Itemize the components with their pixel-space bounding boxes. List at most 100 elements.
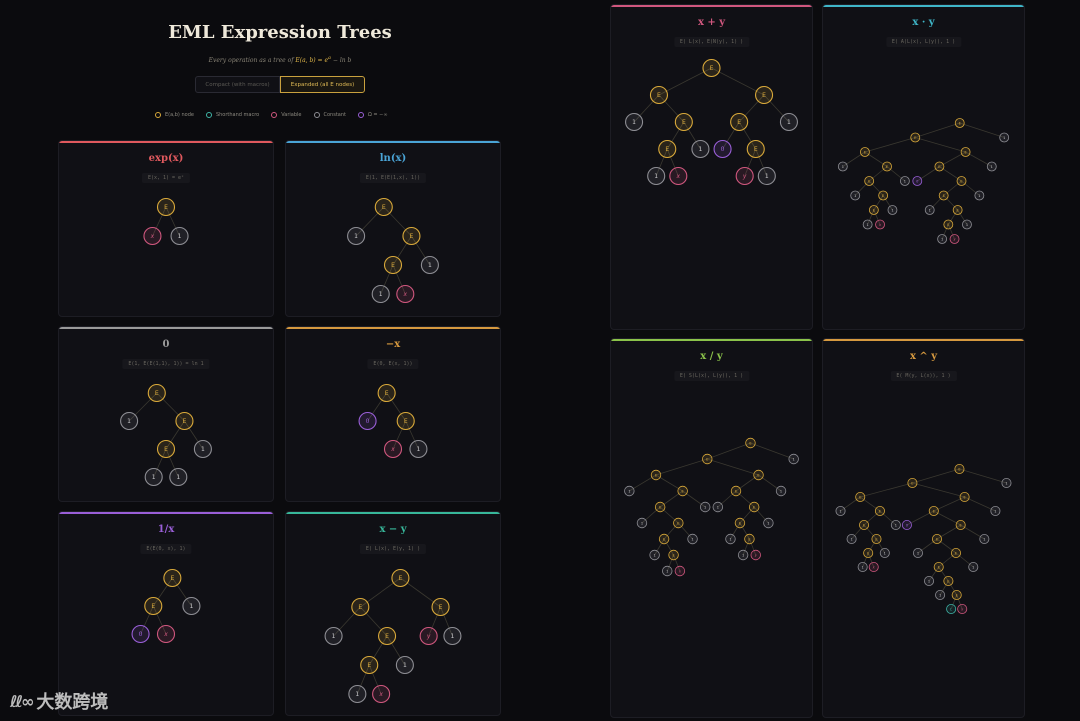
card-pow[interactable]: x ^ y E( M(y, L(x)), 1 ) E E E 1 E E 1 E E 1 x 1 1 E E 0 E…: [822, 338, 1025, 718]
tree-node-circle: [943, 575, 954, 586]
tree-node-circle: [846, 533, 857, 544]
tree-edge: [955, 552, 974, 568]
tree-node-label: 1: [717, 505, 719, 509]
tree-edge: [929, 195, 944, 211]
tree-node-circle: [730, 485, 742, 497]
tree-node-label: E: [867, 551, 869, 555]
legend-item-variable: Variable: [271, 112, 302, 118]
macro-dot-icon: [205, 112, 212, 118]
card-mul[interactable]: x · y E( A(L(x), L(y)), 1 ) E E E 1 E E 1 E E 1 x 1 1 E…: [822, 4, 1025, 330]
tree-edge: [886, 166, 906, 182]
tree-edge: [943, 180, 962, 196]
tree-edge: [128, 392, 158, 422]
tree-node-label: 1: [451, 633, 455, 640]
tree-edge: [165, 448, 179, 478]
tree-node-label: 1: [862, 565, 864, 569]
legend-item-e-node: E(a,b) node: [155, 112, 194, 118]
tree-edge: [868, 180, 884, 196]
tree-edge: [965, 151, 992, 167]
tree-node-circle: [360, 655, 379, 675]
view-toggle: Compact (with macros) Expanded (all E no…: [195, 76, 365, 93]
tree-node-label: E: [737, 119, 741, 126]
tree-node-circle: [431, 597, 450, 617]
tree-edge: [386, 392, 407, 422]
tree-node-circle: [324, 626, 343, 646]
tree-node-circle: [378, 626, 397, 646]
tree-node-circle: [907, 477, 918, 488]
tree-node-label: E: [367, 662, 371, 669]
e-node: E: [147, 383, 166, 403]
constant-node: 1: [986, 161, 997, 172]
tree-edge: [440, 606, 453, 637]
card-ln[interactable]: ln(x) E(1, E(E(1,x), 1)) E 1 E E 1 x 1: [285, 140, 501, 317]
constant-node: 1: [990, 505, 1001, 516]
tree-node-circle: [443, 626, 462, 646]
tree-node-circle: [937, 234, 948, 244]
tree-node-label: 1: [891, 208, 893, 212]
tree-node-circle: [878, 190, 889, 201]
tree-node-circle: [949, 234, 960, 244]
tree-node-label: E: [663, 537, 665, 541]
tree-node-label: E: [875, 537, 877, 541]
constant-node: 1: [779, 112, 798, 132]
tree-node-label: E: [391, 262, 395, 269]
tree-node-circle: [882, 161, 892, 172]
tree-node-circle: [358, 411, 377, 431]
tree-node-label: E: [958, 467, 960, 471]
tree-node-circle: [131, 624, 150, 644]
tree-edge: [666, 121, 685, 150]
tree-node-label: E: [963, 495, 965, 499]
tree-edge: [912, 482, 965, 498]
card-div[interactable]: x / y E( S(L(x), L(y)), 1 ) E E E 1 E E 1 E E 1 E 1 x 1…: [610, 338, 813, 718]
tree-node-label: 1: [666, 569, 668, 573]
tree-edge: [964, 496, 996, 512]
variable-node: x: [396, 284, 415, 304]
tree-node-label: 1: [928, 579, 930, 583]
expression-tree: E 1 E E 1 x 1: [347, 197, 439, 304]
tree-node-circle: [420, 255, 439, 275]
tree-node-circle: [702, 58, 721, 78]
card-title: 1/x: [157, 524, 175, 535]
tree-node-circle: [910, 132, 921, 143]
tree-node-label: x: [676, 173, 681, 180]
tree-node-label: L: [950, 607, 952, 611]
tree-edge: [386, 635, 406, 666]
e-node: E: [175, 411, 194, 431]
tree-node-label: E: [739, 521, 741, 525]
card-accent-bar: [59, 141, 273, 143]
tree-node-label: 0: [916, 179, 918, 183]
variable-node: x: [875, 219, 885, 230]
tree-node-label: 1: [839, 509, 841, 513]
tree-node-label: x: [163, 631, 168, 638]
compact-toggle-button[interactable]: Compact (with macros): [195, 76, 280, 93]
page-subtitle: Every operation as a tree of E(a, b) = e…: [130, 55, 430, 64]
tree-node-circle: [855, 491, 866, 502]
tree-node-circle: [901, 519, 912, 530]
tree-node-label: E: [710, 65, 714, 72]
tree-node-label: y: [742, 173, 747, 180]
variable-node: x: [669, 166, 688, 186]
expanded-toggle-button[interactable]: Expanded (all E nodes): [280, 76, 365, 93]
constant-node: 1: [691, 139, 710, 159]
tree-node-circle: [868, 205, 879, 215]
card-zero[interactable]: 0 E(1, E(E(1,1), 1)) = ln 1 E 1 E E 1 1 1: [58, 326, 274, 502]
tree-node-label: E: [672, 553, 674, 557]
e-node: E: [402, 226, 421, 246]
tree-node-circle: [754, 85, 774, 105]
tree-node-circle: [956, 176, 967, 186]
tree-node-circle: [875, 219, 885, 230]
e-node: E: [391, 568, 410, 588]
e-node: E: [864, 176, 875, 186]
e-node: E: [383, 255, 403, 275]
tree-node-circle: [788, 453, 799, 465]
e-node: E: [950, 547, 961, 558]
constant-node: 1: [890, 519, 901, 530]
tree-node-circle: [860, 147, 870, 157]
card-inv[interactable]: 1/x E(E(0, x), 1) E E 0 x 1: [58, 511, 274, 716]
tree-node-circle: [935, 589, 946, 600]
constant-node: 1: [1001, 477, 1012, 488]
